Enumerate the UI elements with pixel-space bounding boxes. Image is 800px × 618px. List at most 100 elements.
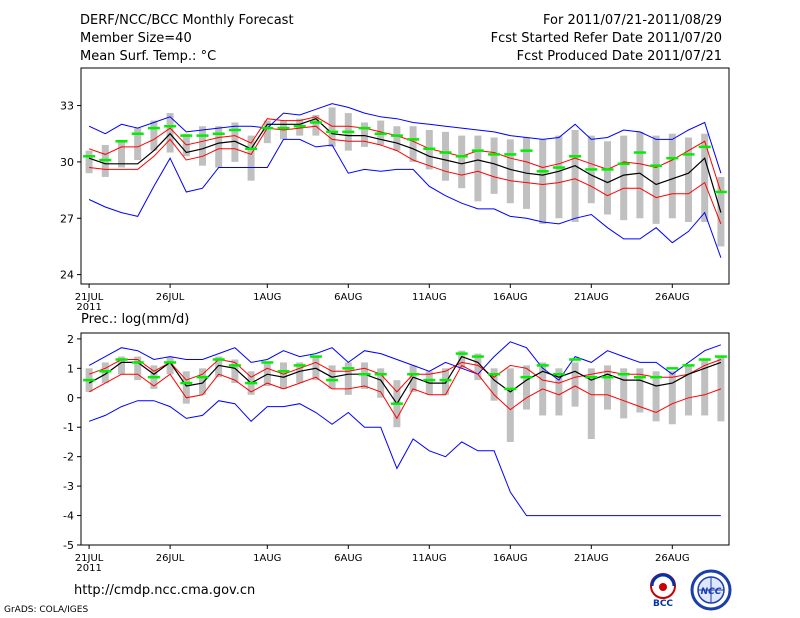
prec-spread-box <box>636 368 644 413</box>
prec-spread-box <box>490 368 498 401</box>
prec-ytick-label: -4 <box>63 510 74 523</box>
temp-spread-box <box>150 120 158 151</box>
prec-spread-box <box>409 365 417 392</box>
temp-spread-box <box>199 126 206 166</box>
prec-spread-box <box>555 368 563 416</box>
temp-xtick-label: 1AUG <box>253 292 281 303</box>
prec-ytick-label: 2 <box>67 333 74 346</box>
temp-spread-box <box>636 131 644 219</box>
prec-spread-box <box>458 350 466 369</box>
temp-spread-box <box>118 141 125 168</box>
prec-xtick-label: 21JUL <box>75 553 104 564</box>
prec-xtick-label: 26AUG <box>655 553 690 564</box>
temp-xtick-label: 21AUG <box>574 292 609 303</box>
prec-ytick-label: 0 <box>67 392 74 405</box>
ncc-logo-icon: NCC <box>690 569 732 611</box>
temp-spread-box <box>555 135 563 219</box>
temp-spread-box <box>458 135 466 189</box>
prec-ytick-label: -3 <box>63 480 74 493</box>
temp-spread-box <box>604 141 611 215</box>
prec-max-line <box>88 341 722 381</box>
temp-spread-box <box>247 135 255 181</box>
prec-lower-line <box>88 364 722 420</box>
temp-xtick-label: 21JUL <box>75 292 104 303</box>
prec-spread-box <box>652 371 660 422</box>
temp-xtick-label: 26JUL <box>156 292 185 303</box>
prec-ytick-label: 1 <box>67 362 74 375</box>
prec-spread-box <box>231 359 239 384</box>
temp-spread-box <box>215 126 223 168</box>
temp-ytick-label: 30 <box>60 156 74 169</box>
temp-spread-box <box>231 122 239 162</box>
prec-ytick-label: -5 <box>63 539 74 552</box>
prec-xtick-label: 11AUG <box>412 553 447 564</box>
forecast-started-date: Fcst Started Refer Date 2011/07/20 <box>490 31 722 46</box>
temp-mean-line <box>88 118 722 213</box>
prec-spread-box <box>685 365 692 416</box>
temp-spread-box <box>134 128 142 161</box>
temp-min-line <box>88 138 722 258</box>
prec-spread-box <box>134 356 142 381</box>
grads-credit: GrADS: COLA/IGES <box>4 605 89 615</box>
temp-spread-box <box>668 133 676 219</box>
prec-xtick-label: 21AUG <box>574 553 609 564</box>
temp-spread-box <box>361 122 368 147</box>
bcc-logo-icon: BCC <box>650 573 676 608</box>
chart-title: DERF/NCC/BCC Monthly Forecast <box>80 13 294 28</box>
temp-xtick-label: 16AUG <box>493 292 528 303</box>
temp-xtick-label: 6AUG <box>334 292 362 303</box>
temp-spread-box <box>571 129 579 223</box>
bcc-logo-text: BCC <box>653 599 673 608</box>
prec-spread-box <box>377 368 385 398</box>
prec-spread-box <box>571 362 579 407</box>
temp-spread-box <box>442 131 449 181</box>
member-size: Member Size=40 <box>80 31 192 46</box>
temp-spread-box <box>393 126 401 151</box>
temp-spread-box <box>620 135 628 221</box>
prec-spread-box <box>166 356 174 375</box>
prec-spread-box <box>101 362 109 384</box>
prec-spread-box <box>668 371 676 425</box>
prec-spread-box <box>361 362 368 389</box>
temp-lower-line <box>89 125 722 225</box>
temp-spread-box <box>490 137 498 194</box>
prec-spread-box <box>296 362 304 384</box>
prec-spread-box <box>604 365 611 410</box>
temp-spread-box <box>312 114 320 136</box>
prec-ytick-label: -1 <box>63 421 74 434</box>
prec-spread-box <box>620 368 628 419</box>
prec-spread-box <box>280 362 287 389</box>
ncc-logo-text: NCC <box>701 587 722 597</box>
prec-ytick-label: -2 <box>63 451 74 464</box>
temp-spread-box <box>166 113 174 153</box>
prec-spread-box <box>182 371 190 404</box>
temp-plot-frame <box>80 67 730 285</box>
temp-spread-box <box>263 120 271 144</box>
prec-min-line <box>88 400 721 517</box>
temp-xtick-label: 26AUG <box>655 292 690 303</box>
temp-ytick-label: 33 <box>60 100 74 113</box>
prec-xtick-label: 26JUL <box>156 553 185 564</box>
temp-xtick-label: 11AUG <box>412 292 447 303</box>
prec-xtick-label: 1AUG <box>253 553 281 564</box>
prec-spread-box <box>587 368 595 439</box>
prec-panel-title: Prec.: log(mm/d) <box>81 312 189 327</box>
temp-spread-box <box>85 150 93 174</box>
prec-plot-frame <box>80 332 730 546</box>
prec-xtick-year: 2011 <box>76 563 101 574</box>
prec-mean-line <box>88 355 722 405</box>
temp-spread-box <box>701 133 709 223</box>
prec-xtick-label: 16AUG <box>493 553 528 564</box>
forecast-period: For 2011/07/21-2011/08/29 <box>543 13 722 28</box>
prec-spread-box <box>442 368 449 395</box>
temp-spread-box <box>328 107 336 147</box>
temp-max-line <box>88 103 722 174</box>
temp-spread-box <box>685 137 692 223</box>
prec-spread-box <box>199 368 206 395</box>
footer-url[interactable]: http://cmdp.ncc.cma.gov.cn <box>74 583 256 598</box>
temp-spread-box <box>474 135 482 202</box>
prec-xtick-label: 6AUG <box>334 553 362 564</box>
prec-spread-box <box>523 365 530 410</box>
